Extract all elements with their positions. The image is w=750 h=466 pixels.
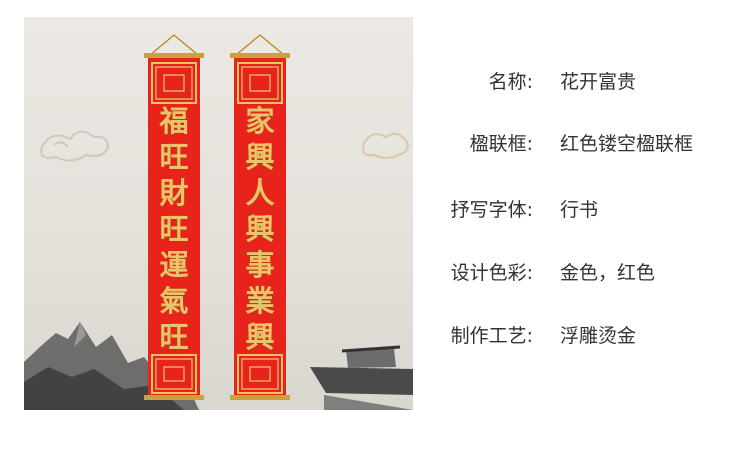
spec-value: 花开富贵 [560, 71, 637, 93]
spec-label: 制作工艺: [450, 325, 533, 347]
right-couplet-scroll [230, 34, 290, 400]
product-photo: 福旺財旺運氣旺 家興人興事業興 [24, 17, 413, 410]
spec-row-craft: 制作工艺: 浮雕烫金 [433, 321, 743, 351]
spec-row-name: 名称: 花开富贵 [433, 67, 743, 97]
spec-label: 抒写字体: [450, 199, 533, 221]
left-couplet-scroll [144, 34, 204, 400]
cloud-right-icon [362, 132, 409, 159]
spec-label: 名称: [488, 71, 533, 93]
left-couplet-text: 福旺財旺運氣旺 [159, 104, 189, 354]
spec-value: 红色镂空楹联框 [560, 133, 694, 155]
spec-row-frame: 楹联框: 红色镂空楹联框 [433, 129, 743, 159]
boat-icon [310, 345, 413, 410]
cloud-left-icon [40, 130, 110, 162]
spec-label: 设计色彩: [450, 262, 533, 284]
spec-row-font: 抒写字体: 行书 [433, 195, 743, 225]
spec-value: 浮雕烫金 [560, 325, 637, 347]
spec-value: 金色，红色 [560, 262, 656, 284]
spec-row-colors: 设计色彩: 金色，红色 [433, 258, 743, 288]
right-couplet-text: 家興人興事業興 [245, 104, 275, 354]
spec-value: 行书 [560, 199, 599, 221]
spec-label: 楹联框: [469, 133, 533, 155]
scene-illustration [24, 34, 413, 410]
